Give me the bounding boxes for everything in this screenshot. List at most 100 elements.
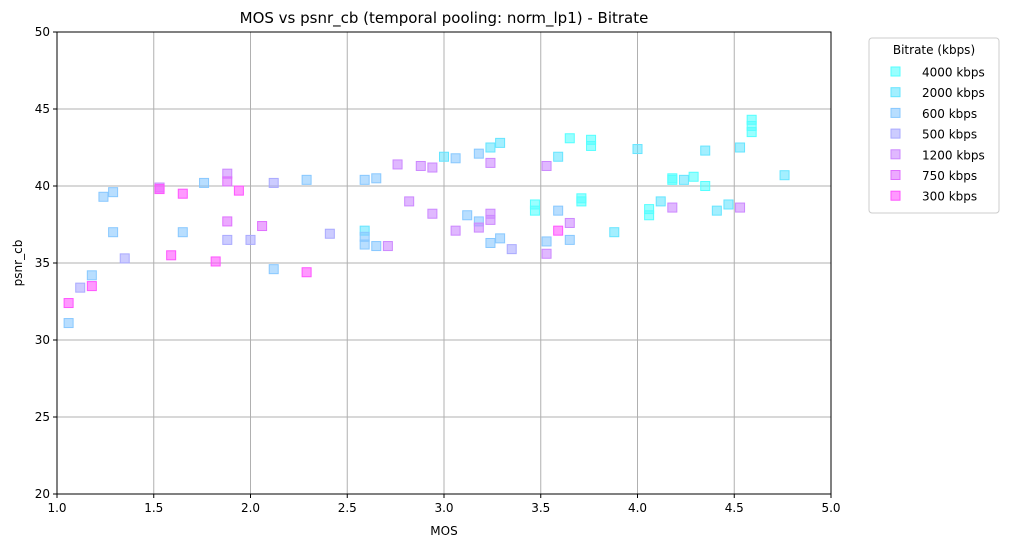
data-point [700,145,711,156]
data-point [86,270,97,281]
data-point [450,225,461,236]
y-tick-label: 45 [35,102,50,116]
data-point [301,174,312,185]
data-point [485,237,496,248]
data-point [439,151,449,162]
x-tick-label: 4.0 [628,501,647,515]
series-5 [222,176,268,232]
series-6 [63,184,564,309]
x-tick-label: 3.0 [434,501,453,515]
legend-marker [890,190,901,201]
data-points [63,114,790,329]
data-point [473,222,484,233]
series-3 [75,177,517,293]
data-point [700,181,711,191]
legend: Bitrate (kbps) 4000 kbps 2000 kbps 600 kbp… [868,37,1000,214]
data-point [450,153,461,164]
chart-title: MOS vs psnr_cb (temporal pooling: norm_l… [240,9,649,28]
y-tick-label: 25 [35,410,50,424]
data-point [268,177,279,188]
data-point [485,214,496,225]
data-point [392,159,403,170]
x-tick-label: 3.5 [531,501,550,515]
data-point [735,142,746,153]
data-point [63,298,74,309]
data-point [541,236,552,247]
data-point [609,227,620,238]
y-axis-label: psnr_cb [11,240,25,287]
data-point [746,127,757,138]
data-point [473,148,484,159]
data-point [723,199,734,210]
y-axis-ticks: 20 25 30 35 40 45 50 [35,25,57,501]
y-tick-label: 35 [35,256,50,270]
data-point [586,140,597,151]
data-point [644,210,655,221]
data-point [688,171,699,182]
data-point [415,160,426,171]
data-point [245,234,256,245]
legend-label: 1200 kbps [922,148,985,162]
data-point [404,196,415,207]
data-point [86,281,97,292]
data-point [199,177,210,188]
data-point [564,133,575,144]
legend-label: 300 kbps [922,190,977,204]
legend-marker [890,149,901,160]
y-tick-label: 30 [35,333,50,347]
data-point [529,205,540,216]
data-point [485,157,496,168]
x-tick-label: 1.0 [47,501,66,515]
data-point [564,234,575,245]
data-point [541,248,552,259]
legend-label: 2000 kbps [922,86,985,100]
data-point [485,142,496,153]
data-point [382,241,393,252]
data-point [301,267,312,278]
data-point [371,173,382,184]
x-tick-label: 2.5 [338,501,357,515]
legend-marker [890,66,901,77]
data-point [108,227,119,238]
data-point [324,228,335,239]
series-0 [529,114,757,221]
data-point [678,174,689,185]
data-point [371,241,382,252]
data-point [222,176,233,187]
legend-box [868,37,1000,214]
data-point [359,239,370,250]
data-point [553,205,564,216]
data-point [222,234,233,245]
data-point [154,184,165,195]
x-tick-label: 4.5 [725,501,744,515]
data-point [222,216,233,227]
x-axis-label: MOS [430,524,457,538]
data-point [63,318,74,329]
x-tick-label: 5.0 [821,501,840,515]
data-point [119,253,130,264]
data-point [210,256,221,267]
legend-title: Bitrate (kbps) [893,43,975,57]
data-point [257,221,268,232]
y-tick-label: 50 [35,25,50,39]
data-point [553,225,564,236]
data-point [541,160,552,171]
data-point [779,170,790,181]
data-point [427,162,438,173]
series-1 [359,137,790,238]
legend-label: 600 kbps [922,107,977,121]
data-point [108,187,119,198]
data-point [506,244,517,255]
legend-label: 500 kbps [922,128,977,142]
x-tick-label: 1.5 [144,501,163,515]
data-point [177,188,188,199]
data-point [667,202,678,213]
data-point [553,151,564,162]
data-point [495,137,506,148]
legend-label: 750 kbps [922,169,977,183]
data-point [233,185,244,196]
x-tick-label: 2.0 [241,501,260,515]
data-point [177,227,188,238]
